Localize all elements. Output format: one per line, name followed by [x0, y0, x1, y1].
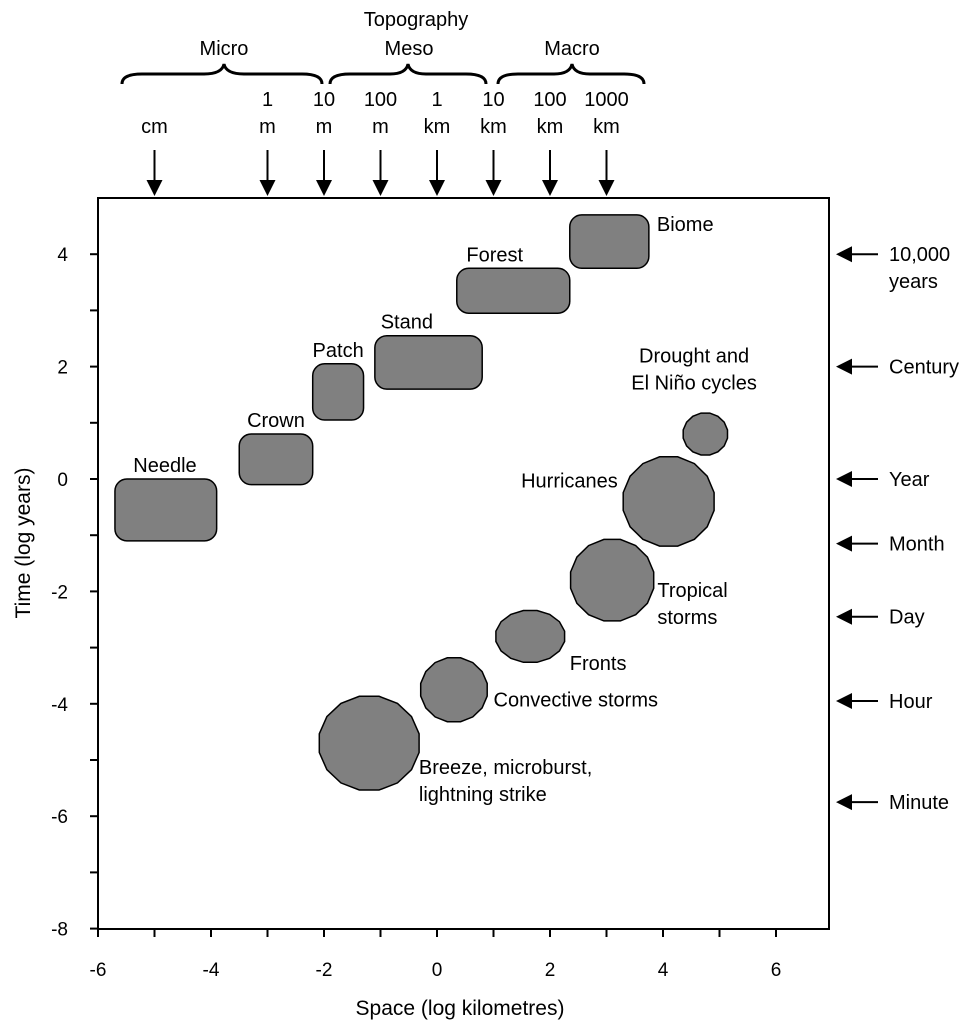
vegetation-label: Needle: [133, 455, 196, 477]
time-scale-markers: 10,000 years Century Year Month Day Hour Minute: [836, 244, 959, 814]
time-scale-arrow-head: [836, 535, 852, 552]
vegetation-shapes: Needle Crown Patch Stand Forest Biome: [114, 214, 714, 542]
space-scale-unit: km: [480, 116, 507, 138]
space-scale-unit: m: [259, 116, 276, 138]
time-scale-label: Hour: [889, 691, 933, 713]
meso-label: Meso: [385, 38, 434, 60]
y-tick-label: -2: [51, 582, 68, 603]
space-scale-unit: m: [372, 116, 389, 138]
micro-brace: [120, 63, 324, 85]
atmospheric-shape: [495, 609, 566, 664]
space-scale-unit: km: [593, 116, 620, 138]
time-scale-arrow-head: [836, 608, 852, 625]
atmospheric-label: Breeze, microburst,: [419, 757, 592, 779]
space-scale-value: 100: [533, 89, 566, 111]
x-tick-label: 2: [545, 960, 556, 981]
time-scale-arrow-head: [836, 794, 852, 811]
space-scale-arrow-head: [598, 180, 615, 196]
space-scale-unit: km: [424, 116, 451, 138]
y-tick-label: 4: [57, 245, 68, 266]
vegetation-box-patch: [311, 363, 365, 421]
space-scale-unit: m: [316, 116, 333, 138]
space-scale-arrow-head: [259, 180, 276, 196]
atmospheric-label: Drought and: [639, 346, 749, 368]
time-scale-label: Day: [889, 607, 925, 629]
vegetation-box-stand: [374, 334, 483, 390]
atmospheric-shape: [682, 412, 729, 456]
time-scale-label: Minute: [889, 792, 949, 814]
vegetation-label: Stand: [381, 312, 433, 334]
space-scale-value: 1: [262, 89, 273, 111]
space-scale-arrow-head: [372, 180, 389, 196]
atmospheric-label: Fronts: [570, 653, 627, 675]
x-tick-label: 0: [432, 960, 443, 981]
atmospheric-label: Tropical: [657, 580, 727, 602]
time-scale-arrow-head: [836, 471, 852, 487]
vegetation-label: Forest: [466, 244, 523, 266]
y-tick-label: -8: [51, 920, 68, 941]
space-scale-value: 1000: [584, 89, 629, 111]
space-scale-arrow-head: [485, 180, 502, 196]
atmospheric-shape: [569, 538, 655, 622]
meso-brace: [328, 63, 488, 85]
space-scale-arrow-head: [542, 180, 558, 196]
atmospheric-shape: [419, 657, 488, 723]
y-tick-label: 2: [57, 358, 68, 379]
space-scale-unit: km: [537, 116, 564, 138]
atmospheric-shape: [318, 695, 420, 791]
time-scale-label: Year: [889, 469, 930, 491]
y-tick-label: -6: [51, 807, 68, 828]
x-axis-title: Space (log kilometres): [356, 997, 565, 1020]
time-scale-label: 10,000: [889, 244, 950, 266]
macro-brace: [496, 63, 646, 85]
axis-ticks: -6 -4 -2 0 2 4 6 4 2 0 -2 -4 -6 -8: [51, 245, 781, 981]
space-scale-unit: cm: [141, 116, 168, 138]
x-tick-label: -4: [203, 960, 220, 981]
space-scale-arrow-head: [146, 180, 163, 196]
space-scale-value: 100: [364, 89, 397, 111]
atmospheric-label-2: lightning strike: [419, 784, 547, 806]
time-scale-label-2: years: [889, 271, 938, 293]
vegetation-box-crown: [238, 433, 314, 486]
x-tick-label: 6: [771, 960, 782, 981]
vegetation-label: Crown: [247, 410, 305, 432]
x-tick-label: -6: [90, 960, 107, 981]
time-scale-arrow-head: [836, 358, 852, 375]
atmospheric-label: Hurricanes: [521, 470, 618, 492]
vegetation-box-forest: [456, 267, 571, 314]
time-scale-label: Century: [889, 357, 959, 379]
space-scale-markers: cm 1 m 10 m 100 m 1 km 10 km 100 km 1000 km: [141, 89, 629, 196]
y-tick-label: -4: [51, 695, 68, 716]
time-scale-label: Month: [889, 534, 945, 556]
space-scale-value: 10: [313, 89, 335, 111]
time-scale-arrow-head: [836, 246, 852, 263]
atmospheric-label: Convective storms: [494, 690, 659, 712]
space-scale-arrow-head: [429, 180, 445, 196]
atmospheric-label-2: El Niño cycles: [631, 373, 757, 395]
atmospheric-shapes: Breeze, microburst, lightning strike Conve…: [318, 346, 757, 806]
x-tick-label: 4: [658, 960, 669, 981]
topography-label: Topography: [364, 9, 469, 31]
y-axis-title: Time (log years): [12, 468, 35, 619]
macro-label: Macro: [544, 38, 600, 60]
micro-label: Micro: [200, 38, 249, 60]
y-tick-label: 0: [57, 470, 68, 491]
time-scale-arrow-head: [836, 692, 852, 709]
space-scale-arrow-head: [316, 180, 332, 196]
atmospheric-shape: [622, 456, 715, 547]
atmospheric-label-2: storms: [657, 607, 717, 629]
plot-frame: [97, 197, 830, 930]
vegetation-label: Biome: [657, 214, 714, 236]
x-tick-label: -2: [316, 960, 333, 981]
vegetation-box-needle: [114, 478, 218, 542]
space-scale-value: 10: [482, 89, 504, 111]
vegetation-box-biome: [569, 214, 650, 269]
space-scale-value: 1: [431, 89, 442, 111]
vegetation-label: Patch: [313, 340, 364, 362]
